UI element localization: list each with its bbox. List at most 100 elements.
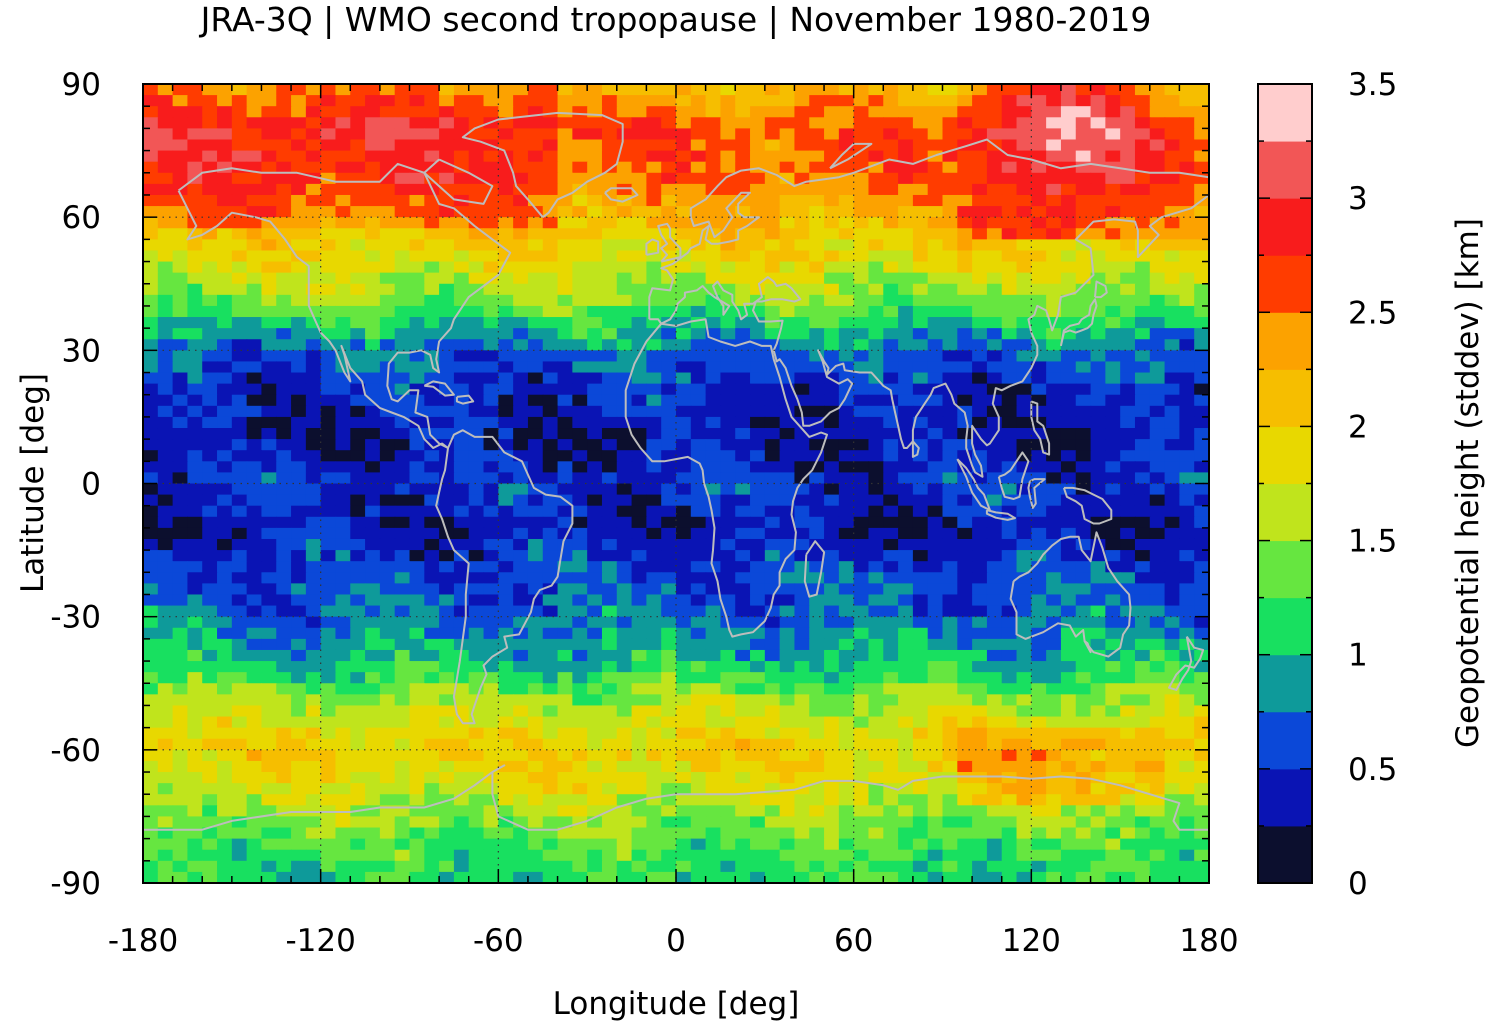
heatmap-cell <box>927 217 944 229</box>
heatmap-cell <box>468 760 485 773</box>
heatmap-cell <box>557 428 573 440</box>
heatmap-cell <box>838 283 855 296</box>
heatmap-cell <box>690 383 707 396</box>
heatmap-cell <box>143 516 159 529</box>
heatmap-cell <box>276 583 292 596</box>
heatmap-cell <box>379 461 396 474</box>
heatmap-cell <box>291 272 307 285</box>
heatmap-cell <box>202 716 218 729</box>
heatmap-cell <box>927 317 944 329</box>
heatmap-cell <box>661 261 677 274</box>
heatmap-cell <box>1179 772 1195 784</box>
heatmap-cell <box>750 605 766 618</box>
heatmap-cell <box>646 805 662 818</box>
heatmap-cell <box>1001 250 1018 263</box>
heatmap-cell <box>601 794 618 806</box>
heatmap-cell <box>646 450 662 462</box>
heatmap-cell <box>572 827 588 840</box>
heatmap-cell <box>616 749 633 762</box>
heatmap-cell <box>320 228 337 240</box>
heatmap-cell <box>379 494 396 507</box>
heatmap-cell <box>1149 816 1166 829</box>
heatmap-cell <box>1120 694 1136 707</box>
heatmap-cell <box>1134 716 1151 729</box>
heatmap-cell <box>231 805 248 818</box>
heatmap-cell <box>261 95 277 107</box>
heatmap-cell <box>646 128 662 141</box>
heatmap-cell <box>261 84 277 96</box>
heatmap-cell <box>824 150 840 163</box>
heatmap-cell <box>1120 95 1136 107</box>
heatmap-cell <box>335 727 351 740</box>
heatmap-cell <box>231 849 248 862</box>
heatmap-cell <box>320 372 337 385</box>
heatmap-cell <box>601 672 618 684</box>
heatmap-cell <box>1149 183 1166 196</box>
heatmap-cell <box>143 783 159 795</box>
heatmap-cell <box>468 305 485 318</box>
heatmap-cell <box>868 727 884 740</box>
heatmap-cell <box>794 705 810 718</box>
heatmap-cell <box>986 84 1003 96</box>
heatmap-cell <box>1090 694 1106 707</box>
heatmap-cell <box>1090 483 1106 496</box>
heatmap-cell <box>986 339 1003 351</box>
heatmap-cell <box>202 84 218 96</box>
heatmap-cell <box>601 760 618 773</box>
heatmap-cell <box>1134 261 1151 274</box>
heatmap-cell <box>942 783 958 795</box>
heatmap-cell <box>809 694 825 707</box>
heatmap-cell <box>720 649 736 662</box>
heatmap-cell <box>705 483 722 496</box>
heatmap-cell <box>1046 627 1062 640</box>
heatmap-cell <box>557 483 573 496</box>
heatmap-cell <box>276 672 292 684</box>
heatmap-cell <box>824 794 840 806</box>
heatmap-cell <box>838 328 855 340</box>
heatmap-cell <box>1164 194 1180 207</box>
heatmap-cell <box>1075 161 1092 174</box>
heatmap-cell <box>735 339 751 351</box>
heatmap-cell <box>379 538 396 551</box>
heatmap-cell <box>676 228 692 240</box>
heatmap-cell <box>690 405 707 418</box>
heatmap-cell <box>143 816 159 829</box>
heatmap-cell <box>631 450 647 462</box>
heatmap-cell <box>972 505 988 518</box>
heatmap-cell <box>853 161 870 174</box>
heatmap-cell <box>394 572 411 584</box>
heatmap-cell <box>335 594 351 607</box>
heatmap-cell <box>424 84 440 96</box>
heatmap-cell <box>809 749 825 762</box>
heatmap-cell <box>838 505 855 518</box>
heatmap-cell <box>587 605 603 618</box>
heatmap-cell <box>1164 228 1180 240</box>
heatmap-cell <box>809 738 825 751</box>
heatmap-cell <box>409 627 425 640</box>
heatmap-cell <box>246 250 263 263</box>
heatmap-cell <box>1120 394 1136 407</box>
heatmap-cell <box>1105 738 1121 751</box>
heatmap-cell <box>750 760 766 773</box>
heatmap-cell <box>912 561 929 573</box>
heatmap-cell <box>601 139 618 152</box>
heatmap-cell <box>424 738 440 751</box>
heatmap-cell <box>779 594 796 607</box>
heatmap-cell <box>883 727 899 740</box>
heatmap-cell <box>498 760 514 773</box>
heatmap-cell <box>379 738 396 751</box>
heatmap-cell <box>1194 505 1209 518</box>
heatmap-cell <box>631 272 647 285</box>
heatmap-cell <box>705 428 722 440</box>
heatmap-cell <box>379 783 396 795</box>
heatmap-cell <box>409 84 425 96</box>
heatmap-cell <box>557 139 573 152</box>
heatmap-cell <box>883 683 899 695</box>
heatmap-cell <box>1149 361 1166 374</box>
heatmap-cell <box>261 772 277 784</box>
heatmap-cell <box>942 538 958 551</box>
heatmap-cell <box>320 561 337 573</box>
heatmap-cell <box>1016 128 1032 141</box>
heatmap-cell <box>261 261 277 274</box>
heatmap-cell <box>1060 483 1077 496</box>
